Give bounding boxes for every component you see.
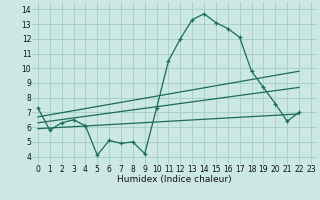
- X-axis label: Humidex (Indice chaleur): Humidex (Indice chaleur): [117, 175, 232, 184]
